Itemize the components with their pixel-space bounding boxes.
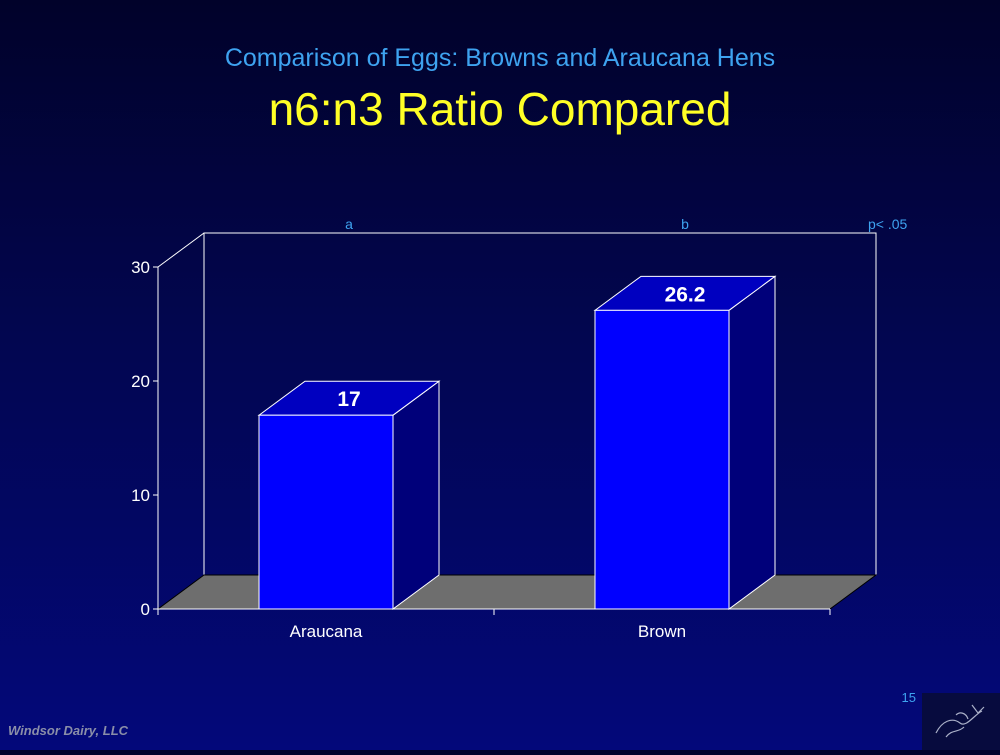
bar-araucana: [258, 414, 394, 610]
y-tick-label: 30: [131, 258, 150, 277]
bar-brown: [594, 309, 730, 610]
logo-icon: [935, 704, 985, 738]
bar-side-brown: [728, 275, 776, 610]
data-label: 26.2: [665, 283, 706, 306]
slide-subtitle: Comparison of Eggs: Browns and Araucana …: [224, 44, 776, 72]
page-number: 15: [901, 690, 916, 705]
y-tick-label: 10: [131, 486, 150, 505]
x-tick-label: Araucana: [290, 622, 363, 641]
logo: [922, 693, 1000, 750]
y-tick-label: 0: [141, 600, 150, 619]
chart-side-wall-top-edge: [157, 232, 205, 268]
p-value-annotation: p< .05: [868, 216, 908, 232]
significance-letter: a: [345, 216, 353, 232]
bar-side-araucana: [392, 380, 440, 610]
slide-title: n6:n3 Ratio Compared: [268, 83, 732, 135]
data-label: 17: [337, 388, 360, 411]
y-tick-label: 20: [131, 372, 150, 391]
significance-letter: b: [681, 216, 689, 232]
footer-company: Windsor Dairy, LLC: [8, 723, 129, 738]
x-tick-label: Brown: [638, 622, 686, 641]
